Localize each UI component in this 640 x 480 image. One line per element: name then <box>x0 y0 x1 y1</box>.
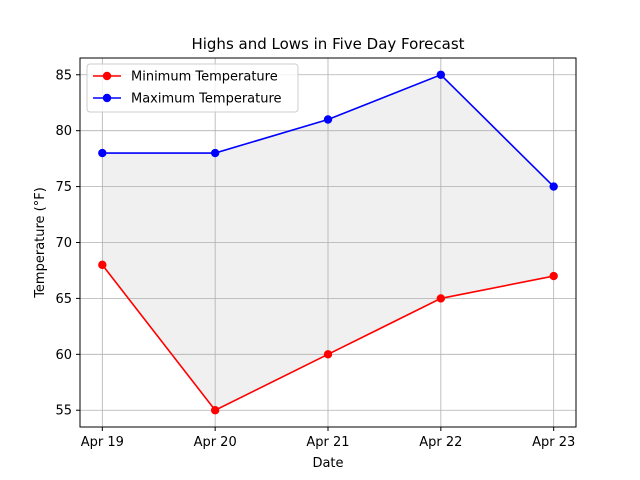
legend-label-0: Minimum Temperature <box>131 70 278 85</box>
series-layer <box>98 70 558 415</box>
series-point-0-0 <box>98 260 107 270</box>
y-tick-label: 85 <box>55 68 72 83</box>
x-tick-label: Apr 20 <box>194 435 237 450</box>
y-tick-label: 75 <box>55 180 72 195</box>
series-point-0-1 <box>210 406 220 415</box>
x-axis-label: Date <box>312 456 343 471</box>
legend-box <box>86 63 299 113</box>
series-point-1-1 <box>210 148 220 158</box>
series-point-1-3 <box>436 70 446 79</box>
series-point-1-4 <box>549 182 558 191</box>
legend: Minimum Temperature Maximum Temperature <box>86 63 299 113</box>
grid-lines <box>80 58 576 427</box>
x-tick-label: Apr 21 <box>306 435 349 450</box>
y-tick-label: 60 <box>55 348 72 363</box>
legend-label-1: Maximum Temperature <box>131 92 282 107</box>
y-tick-label: 55 <box>55 404 72 419</box>
chart-title: Highs and Lows in Five Day Forecast <box>191 35 464 53</box>
axis-ticks: Apr 19 Apr 20 Apr 21 Apr 22 Apr 23 55 60 65 70 75… <box>55 68 575 450</box>
series-point-1-2 <box>323 115 333 124</box>
series-point-1-0 <box>98 148 107 158</box>
series-point-0-3 <box>436 294 446 303</box>
y-axis-label: Temperature (°F) <box>33 187 48 299</box>
x-tick-label: Apr 23 <box>532 435 575 450</box>
series-point-0-2 <box>323 350 333 359</box>
x-tick-label: Apr 22 <box>419 435 462 450</box>
y-tick-label: 80 <box>55 124 72 139</box>
legend-marker-0 <box>102 71 112 81</box>
series-point-0-4 <box>549 271 558 281</box>
x-tick-label: Apr 19 <box>81 435 124 450</box>
y-tick-label: 65 <box>55 292 72 307</box>
legend-marker-1 <box>102 93 112 103</box>
y-tick-label: 70 <box>55 236 72 251</box>
